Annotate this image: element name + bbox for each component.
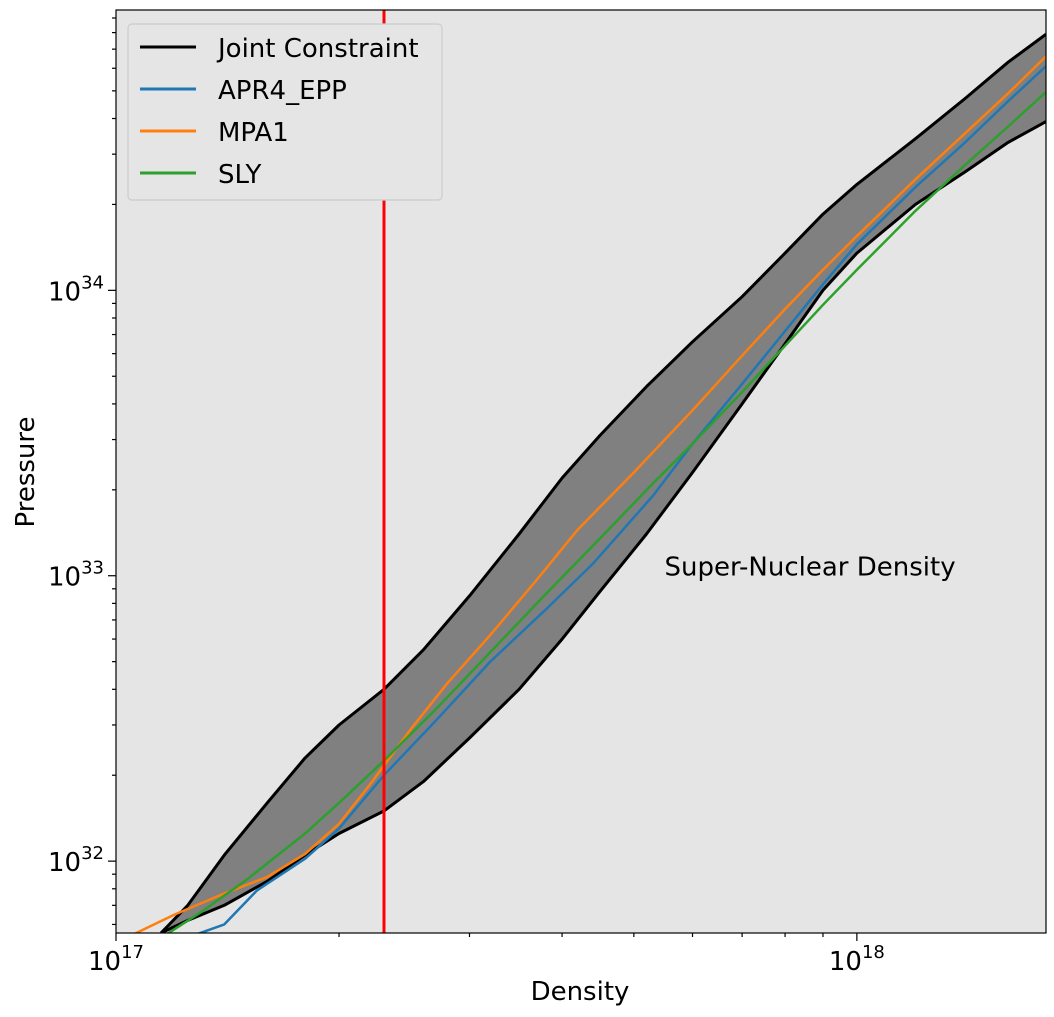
legend-label-joint-constraint: Joint Constraint: [216, 34, 419, 64]
super-nuclear-density-annotation: Super-Nuclear Density: [665, 553, 956, 583]
y-tick-label: 1032: [48, 843, 104, 878]
series-line-sly: [166, 91, 1046, 933]
y-tick-label: 1034: [48, 272, 104, 307]
joint-constraint-upper-edge: [159, 32, 1046, 933]
series-line-mpa1: [133, 55, 1046, 933]
series-line-apr4-epp: [196, 65, 1046, 933]
x-axis-title: Density: [531, 977, 630, 1007]
legend-label-mpa1: MPA1: [218, 118, 289, 148]
joint-constraint-lower-edge: [160, 120, 1046, 933]
axis-ticks: [108, 17, 858, 941]
y-axis-title: Pressure: [11, 416, 41, 527]
joint-constraint-band: [161, 34, 1046, 933]
legend: Joint Constraint APR4_EPP MPA1 SLY: [127, 23, 443, 201]
x-tick-label: 1017: [88, 942, 144, 977]
legend-box: [127, 23, 443, 201]
legend-label-apr4-epp: APR4_EPP: [218, 76, 347, 106]
plot-frame: [115, 9, 1047, 934]
x-tick-label: 1018: [829, 942, 885, 977]
series-layer: [133, 55, 1046, 933]
y-tick-label: 1033: [48, 558, 104, 593]
legend-label-sly: SLY: [218, 160, 262, 190]
